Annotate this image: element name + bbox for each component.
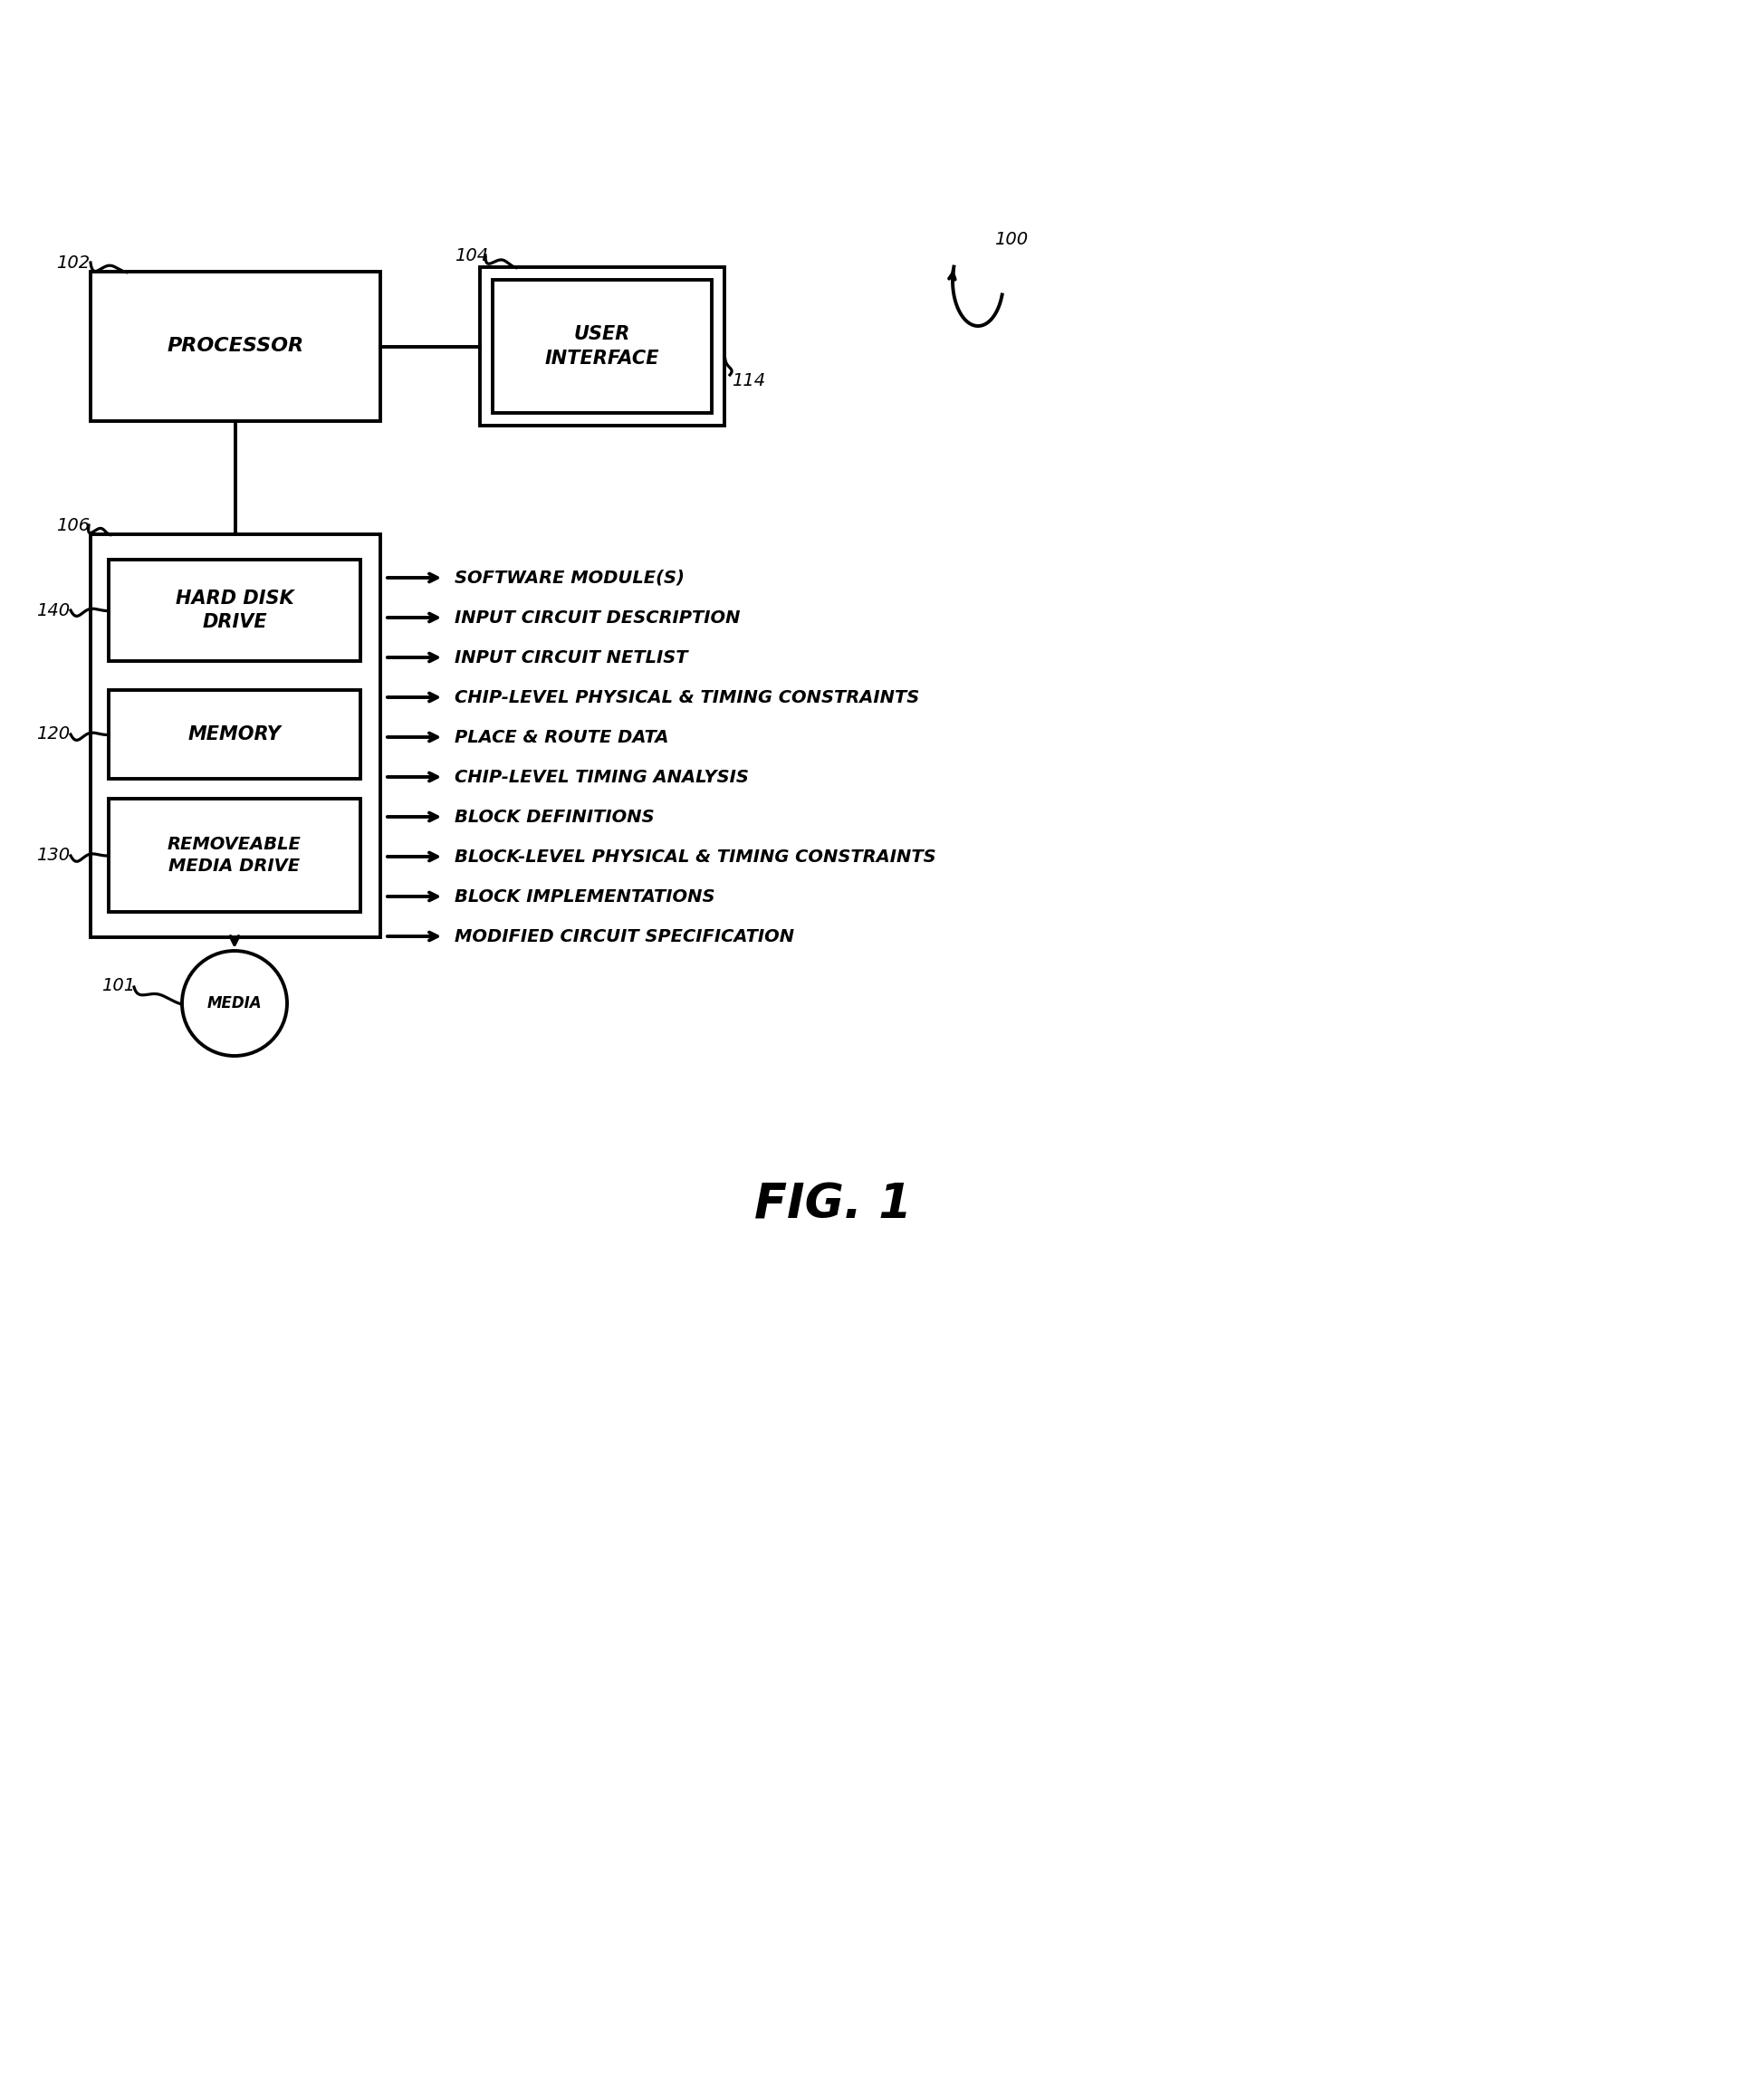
Text: 140: 140: [37, 602, 71, 619]
Text: 106: 106: [56, 516, 90, 533]
Text: INPUT CIRCUIT NETLIST: INPUT CIRCUIT NETLIST: [455, 648, 688, 667]
Text: BLOCK-LEVEL PHYSICAL & TIMING CONSTRAINTS: BLOCK-LEVEL PHYSICAL & TIMING CONSTRAINT…: [455, 849, 937, 865]
Text: 120: 120: [37, 725, 71, 744]
Text: MEDIA: MEDIA: [206, 995, 263, 1012]
Text: MODIFIED CIRCUIT SPECIFICATION: MODIFIED CIRCUIT SPECIFICATION: [455, 928, 794, 945]
Bar: [480, 268, 725, 426]
Bar: [90, 535, 381, 936]
Text: 100: 100: [995, 232, 1028, 249]
Text: 130: 130: [37, 846, 71, 865]
Bar: [90, 272, 381, 420]
Text: 101: 101: [101, 976, 136, 995]
Text: PLACE & ROUTE DATA: PLACE & ROUTE DATA: [455, 729, 669, 746]
Bar: [109, 798, 360, 911]
Text: 104: 104: [455, 247, 489, 263]
Text: FIG. 1: FIG. 1: [755, 1181, 912, 1229]
Text: USER
INTERFACE: USER INTERFACE: [545, 326, 660, 368]
Text: 114: 114: [732, 372, 766, 391]
Text: SOFTWARE MODULE(S): SOFTWARE MODULE(S): [455, 568, 684, 587]
Text: BLOCK DEFINITIONS: BLOCK DEFINITIONS: [455, 809, 654, 826]
Text: CHIP-LEVEL TIMING ANALYSIS: CHIP-LEVEL TIMING ANALYSIS: [455, 769, 748, 786]
Text: 102: 102: [56, 255, 90, 272]
Text: CHIP-LEVEL PHYSICAL & TIMING CONSTRAINTS: CHIP-LEVEL PHYSICAL & TIMING CONSTRAINTS: [455, 690, 919, 706]
Text: REMOVEABLE
MEDIA DRIVE: REMOVEABLE MEDIA DRIVE: [168, 836, 302, 876]
Bar: [109, 560, 360, 660]
Text: MEMORY: MEMORY: [189, 725, 280, 744]
Text: BLOCK IMPLEMENTATIONS: BLOCK IMPLEMENTATIONS: [455, 888, 714, 905]
Text: PROCESSOR: PROCESSOR: [168, 336, 303, 355]
Bar: [492, 280, 711, 414]
Text: HARD DISK
DRIVE: HARD DISK DRIVE: [175, 589, 293, 631]
Text: INPUT CIRCUIT DESCRIPTION: INPUT CIRCUIT DESCRIPTION: [455, 608, 741, 627]
Bar: [109, 690, 360, 780]
